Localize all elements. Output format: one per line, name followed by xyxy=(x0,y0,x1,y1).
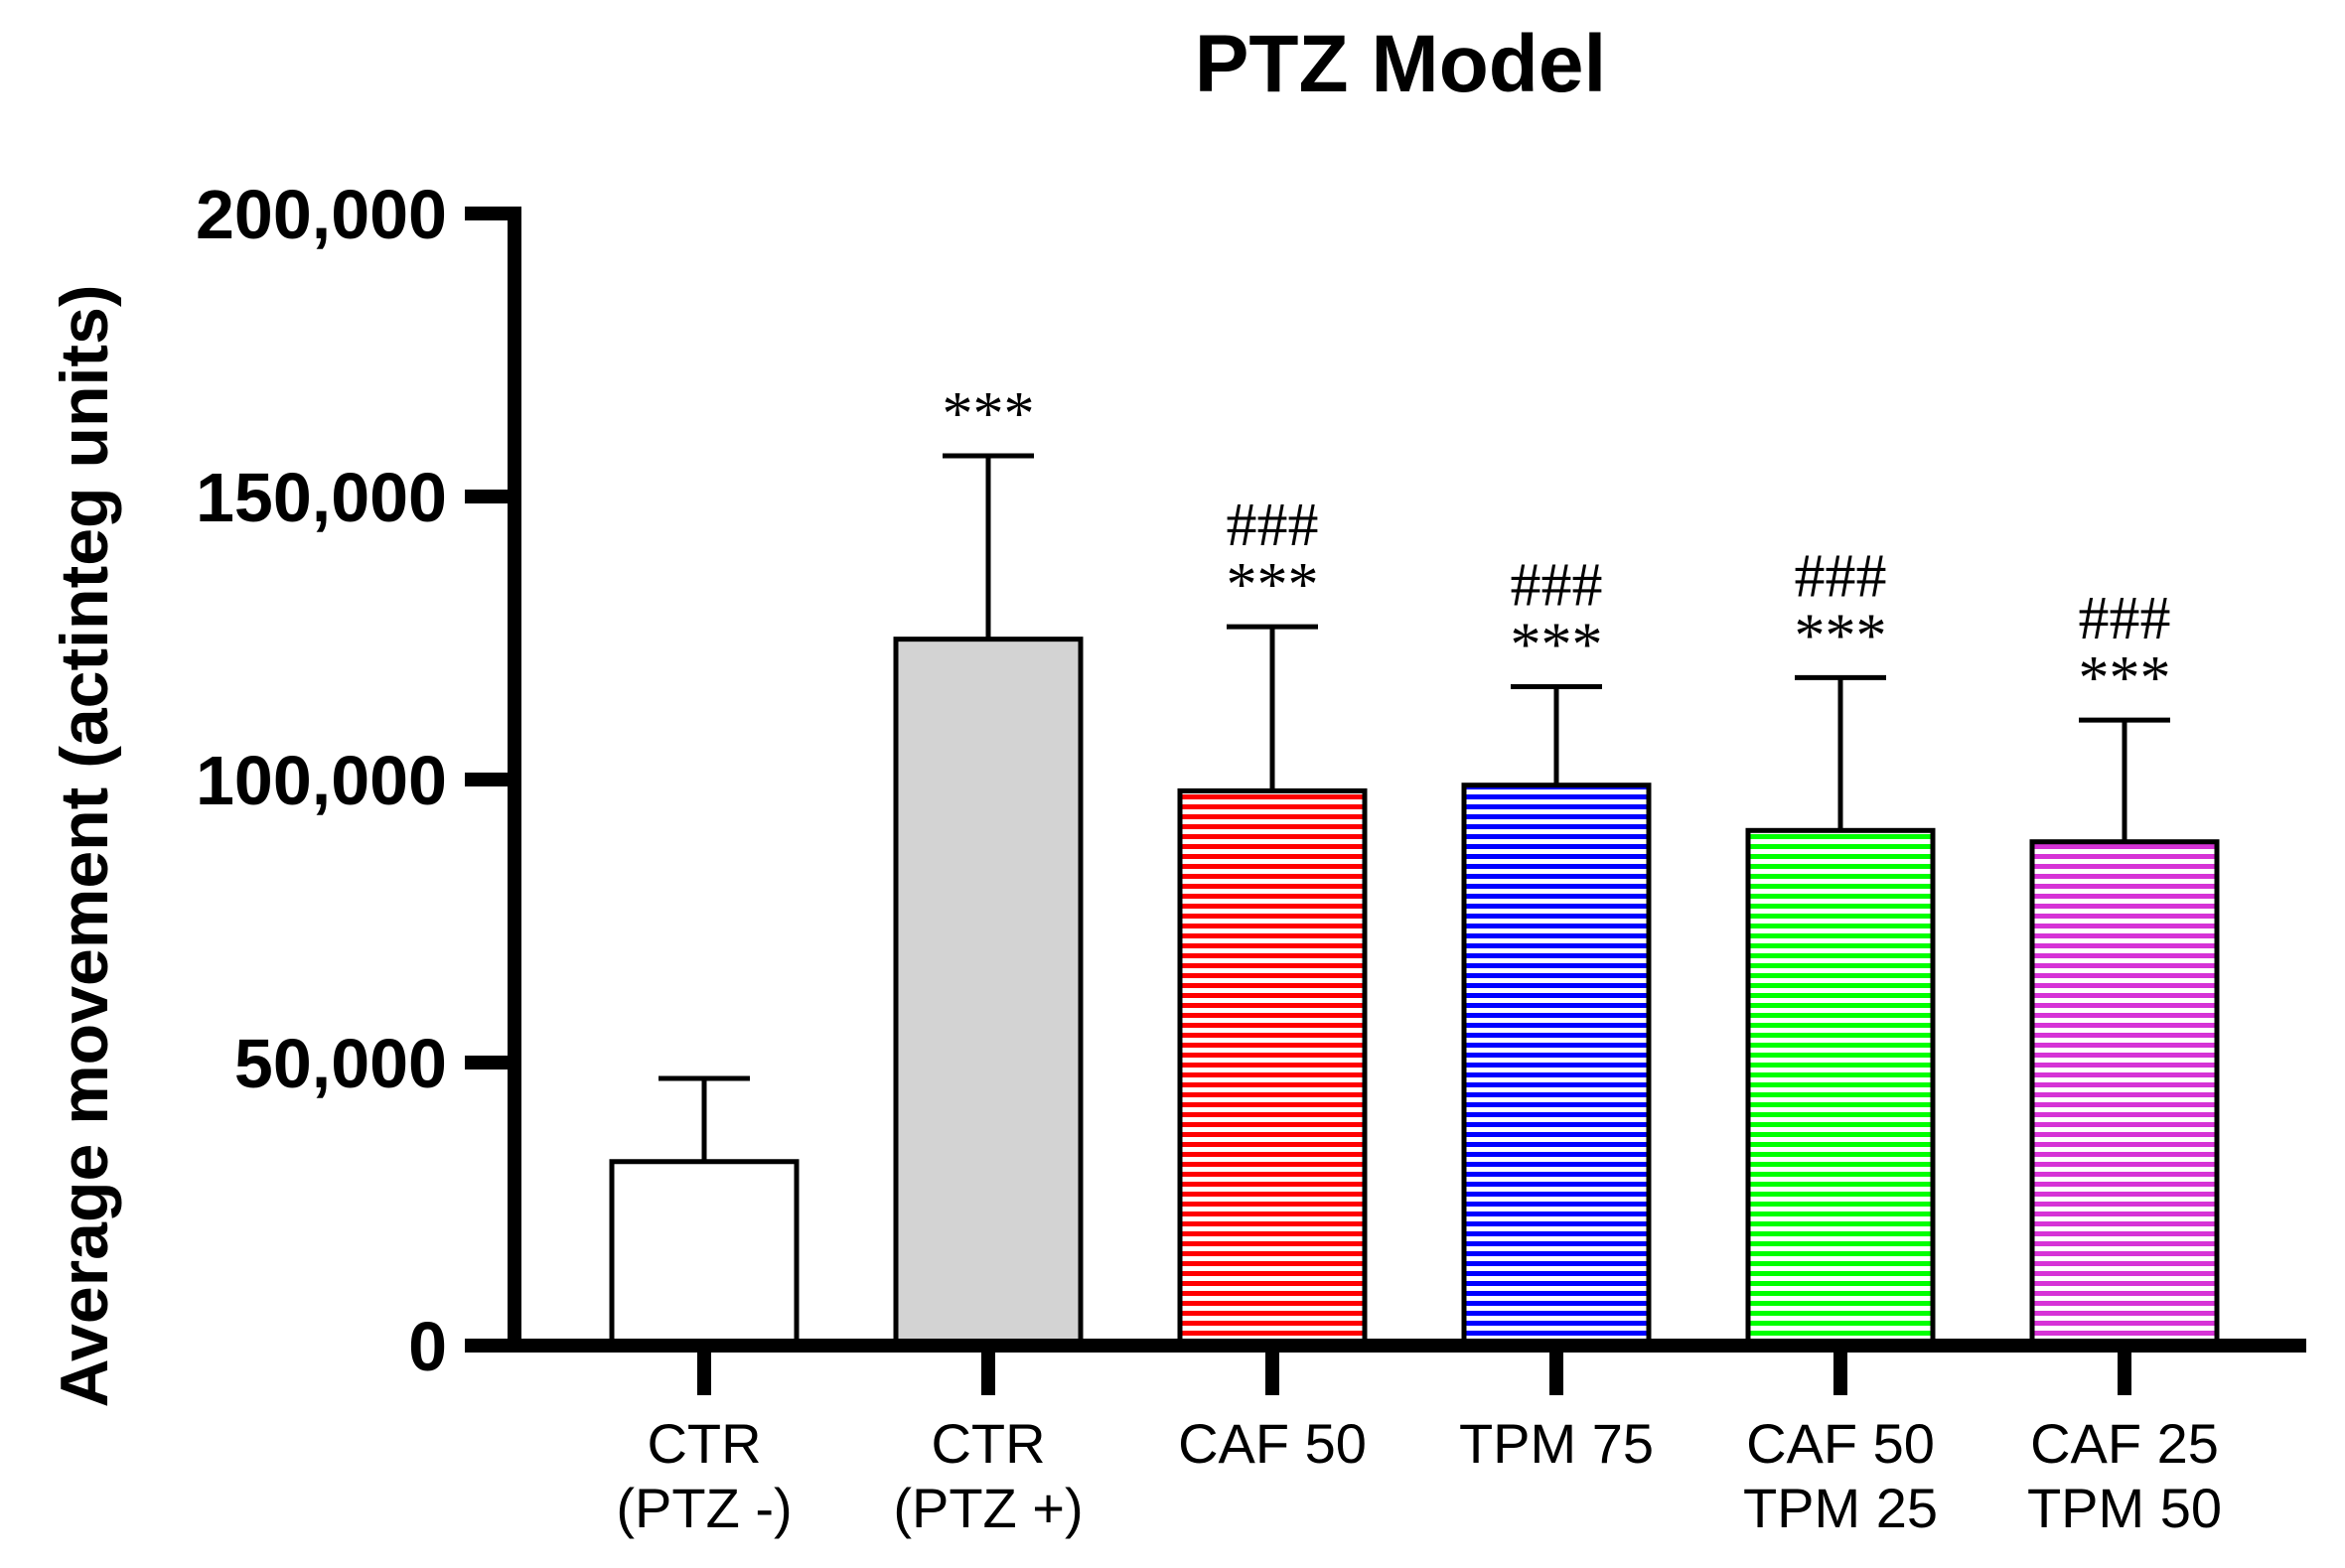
x-tick-label: CTR xyxy=(647,1412,761,1475)
x-tick-label: TPM 75 xyxy=(1459,1412,1654,1475)
y-tick-label: 200,000 xyxy=(196,176,447,253)
x-tick-label: TPM 50 xyxy=(2027,1477,2222,1539)
x-tick-label: (PTZ +) xyxy=(893,1477,1083,1539)
significance-label: *** xyxy=(1227,551,1319,619)
x-tick-label: CAF 25 xyxy=(2030,1412,2219,1475)
significance-label: *** xyxy=(1795,602,1887,669)
significance-label: ### xyxy=(1795,542,1887,610)
significance-label: ### xyxy=(2079,585,2171,652)
significance-label: *** xyxy=(1511,612,1603,679)
significance-label: ### xyxy=(1511,552,1603,620)
significance-label: ### xyxy=(1227,492,1319,559)
bar xyxy=(893,637,1084,1349)
chart-title: PTZ Model xyxy=(1195,19,1607,109)
bar xyxy=(2029,839,2220,1349)
x-tick-label: (PTZ -) xyxy=(616,1477,792,1539)
y-axis-label: Average movement (actinteg units) xyxy=(47,284,122,1407)
y-tick-label: 100,000 xyxy=(196,742,447,819)
bar xyxy=(1461,783,1652,1349)
bar xyxy=(1745,827,1936,1349)
y-tick-label: 50,000 xyxy=(234,1025,447,1102)
significance-label: *** xyxy=(2079,644,2171,712)
y-tick-label: 150,000 xyxy=(196,459,447,536)
x-tick-label: CAF 50 xyxy=(1178,1412,1367,1475)
significance-label: *** xyxy=(943,380,1035,448)
bar xyxy=(1177,787,1368,1349)
x-tick-label: CTR xyxy=(931,1412,1045,1475)
bar xyxy=(609,1159,800,1349)
x-tick-label: CAF 50 xyxy=(1746,1412,1935,1475)
y-tick-label: 0 xyxy=(408,1308,447,1385)
x-tick-label: TPM 25 xyxy=(1743,1477,1938,1539)
